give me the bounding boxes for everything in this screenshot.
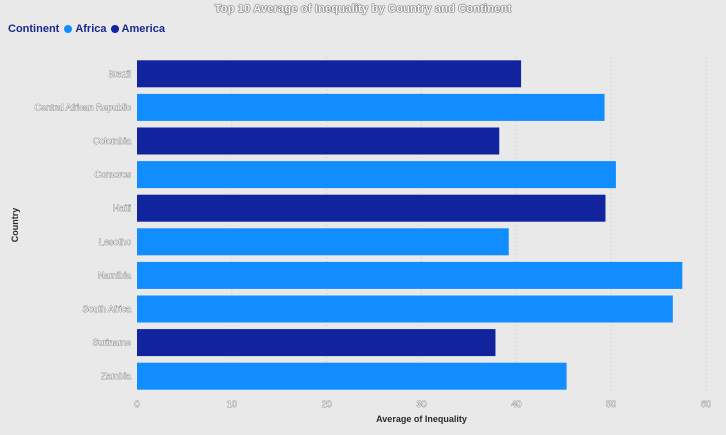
chart-title: Top 10 Average of Inequality by Country … (214, 3, 512, 15)
category-labels: Brazil Central African Republic Colombia Co… (34, 69, 132, 382)
category-label-suriname: Suriname (92, 338, 131, 348)
category-label-comoros: Comoros (94, 170, 131, 180)
category-label-south-africa: South Africa (82, 304, 131, 314)
bar-brazil[interactable] (137, 60, 522, 88)
x-tick-0: 0 (134, 399, 139, 409)
legend-label-america: America (121, 23, 165, 35)
bar-comoros[interactable] (137, 161, 616, 189)
legend-label-africa: Africa (75, 23, 107, 35)
bar-south-africa[interactable] (137, 295, 673, 323)
category-label-colombia: Colombia (93, 136, 131, 146)
legend-swatch-africa (64, 25, 73, 33)
x-tick-60: 60 (701, 399, 711, 409)
legend-title: Continent (8, 23, 60, 35)
x-tick-labels: 0 10 20 30 40 50 60 (134, 399, 711, 410)
category-label-haiti: Haiti (113, 203, 131, 213)
x-tick-40: 40 (511, 399, 521, 409)
category-label-lesotho: Lesotho (99, 237, 131, 247)
bar-namibia[interactable] (137, 261, 683, 289)
bar-zambia[interactable] (137, 362, 567, 390)
x-tick-50: 50 (606, 399, 616, 409)
bar-colombia[interactable] (137, 127, 500, 155)
category-label-zambia: Zambia (101, 371, 131, 381)
category-label-namibia: Namibia (98, 270, 131, 280)
bar-haiti[interactable] (137, 194, 606, 222)
bar-lesotho[interactable] (137, 228, 509, 256)
x-axis-title: Average of Inequality (376, 414, 467, 424)
legend: Continent Africa America (8, 23, 169, 35)
x-tick-30: 30 (416, 399, 426, 409)
legend-item-africa[interactable]: Africa (64, 23, 107, 35)
y-axis-title: Country (10, 208, 20, 243)
bar-suriname[interactable] (137, 329, 496, 357)
x-tick-10: 10 (227, 399, 237, 409)
category-label-central-african-republic: Central African Republic (34, 102, 131, 112)
legend-item-america[interactable]: America (110, 23, 165, 35)
category-label-brazil: Brazil (108, 69, 131, 79)
x-tick-20: 20 (322, 399, 332, 409)
bar-layer (137, 60, 683, 390)
legend-swatch-america (110, 25, 119, 33)
bar-central-african-republic[interactable] (137, 93, 605, 121)
